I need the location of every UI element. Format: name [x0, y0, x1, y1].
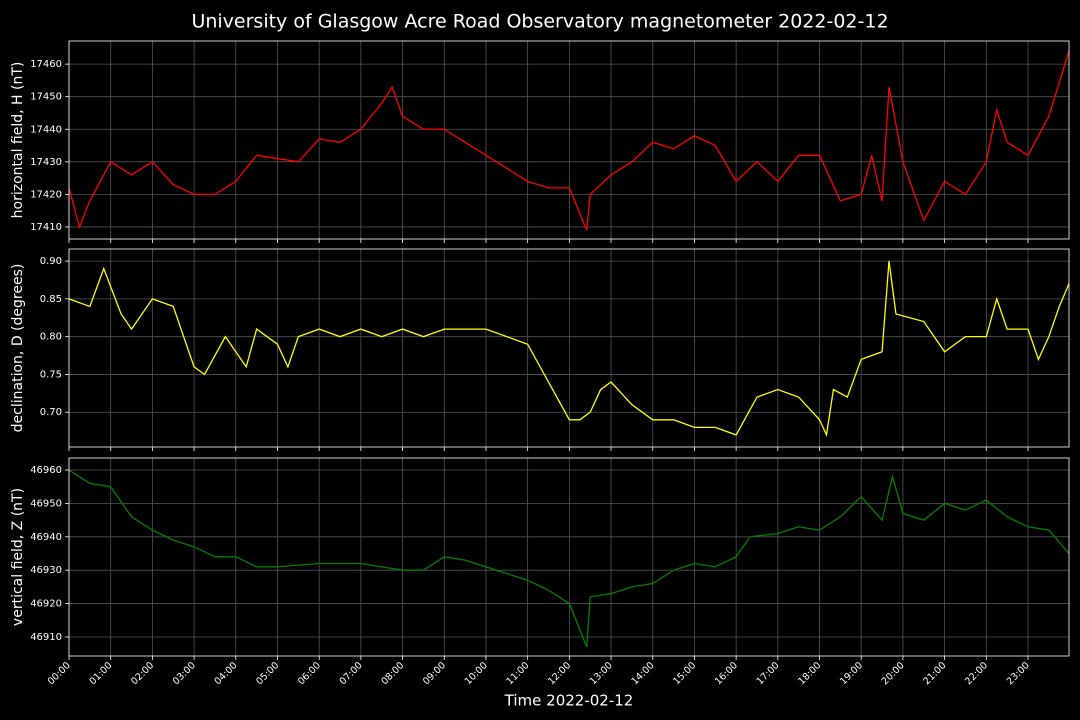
axes-frame	[68, 40, 1070, 240]
y-tick-label: 17430	[30, 157, 62, 168]
x-tick-label: 17:00	[755, 660, 782, 687]
y-tick-label: 0.70	[40, 407, 62, 418]
x-tick-label: 16:00	[713, 660, 740, 687]
series-line	[68, 469, 1070, 648]
series-line	[68, 50, 1070, 231]
axes-frame	[68, 457, 1070, 657]
y-tick-label: 0.80	[40, 332, 62, 343]
x-tick-label: 14:00	[629, 660, 656, 687]
x-tick-label: 02:00	[129, 660, 156, 687]
y-tick-label: 46950	[30, 498, 62, 509]
y-tick-label: 17450	[30, 92, 62, 103]
x-tick-label: 18:00	[796, 660, 823, 687]
x-tick-label: 13:00	[588, 660, 615, 687]
x-tick-label: 22:00	[963, 660, 990, 687]
axes-frame	[68, 248, 1070, 448]
figure-title: University of Glasgow Acre Road Observat…	[191, 11, 888, 33]
x-tick-label: 04:00	[213, 660, 240, 687]
y-axis-label: vertical field, Z (nT)	[10, 488, 26, 626]
y-tick-label: 46930	[30, 565, 62, 576]
x-tick-label: 03:00	[171, 660, 198, 687]
x-tick-label: 06:00	[296, 660, 323, 687]
y-tick-label: 46940	[30, 532, 62, 543]
x-tick-label: 11:00	[504, 660, 531, 687]
y-tick-label: 17410	[30, 222, 62, 233]
x-axis-label: Time 2022-02-12	[504, 692, 634, 710]
x-tick-label: 01:00	[87, 660, 114, 687]
series-line	[68, 261, 1070, 438]
y-tick-label: 0.85	[40, 294, 62, 305]
y-axis-label: horizontal field, H (nT)	[10, 62, 26, 219]
y-axis-label: declination, D (degrees)	[10, 264, 26, 433]
y-tick-label: 17420	[30, 189, 62, 200]
y-tick-label: 17440	[30, 124, 62, 135]
y-tick-label: 46910	[30, 632, 62, 643]
x-tick-label: 19:00	[838, 660, 865, 687]
x-tick-label: 21:00	[921, 660, 948, 687]
x-tick-label: 08:00	[379, 660, 406, 687]
y-tick-label: 0.75	[40, 369, 62, 380]
x-tick-label: 07:00	[338, 660, 365, 687]
x-tick-label: 05:00	[254, 660, 281, 687]
y-tick-label: 46920	[30, 599, 62, 610]
x-tick-label: 20:00	[880, 660, 907, 687]
x-tick-label: 15:00	[671, 660, 698, 687]
y-tick-label: 46960	[30, 465, 62, 476]
y-tick-label: 0.90	[40, 256, 62, 267]
x-tick-label: 09:00	[421, 660, 448, 687]
x-tick-label: 10:00	[463, 660, 490, 687]
x-tick-label: 00:00	[46, 660, 73, 687]
x-tick-label: 23:00	[1005, 660, 1032, 687]
x-tick-label: 12:00	[546, 660, 573, 687]
y-tick-label: 17460	[30, 59, 62, 70]
